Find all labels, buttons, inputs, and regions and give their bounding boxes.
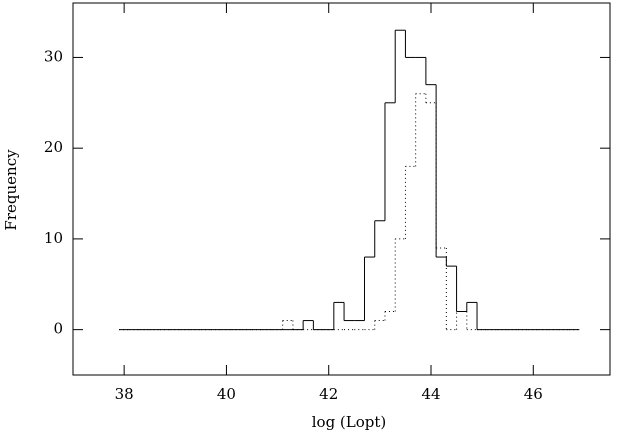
x-tick-label: 40 — [217, 385, 236, 403]
x-tick-label: 38 — [115, 385, 134, 403]
x-axis-label: log (Lopt) — [312, 413, 387, 431]
x-tick-label: 44 — [421, 385, 440, 403]
y-tick-label: 30 — [44, 47, 63, 65]
y-tick-label: 0 — [53, 320, 63, 338]
y-tick-label: 20 — [44, 138, 63, 156]
x-tick-label: 46 — [524, 385, 543, 403]
y-tick-label: 10 — [44, 229, 63, 247]
y-axis-label: Frequency — [2, 149, 20, 231]
plot-frame — [72, 2, 611, 376]
x-tick-label: 42 — [319, 385, 338, 403]
